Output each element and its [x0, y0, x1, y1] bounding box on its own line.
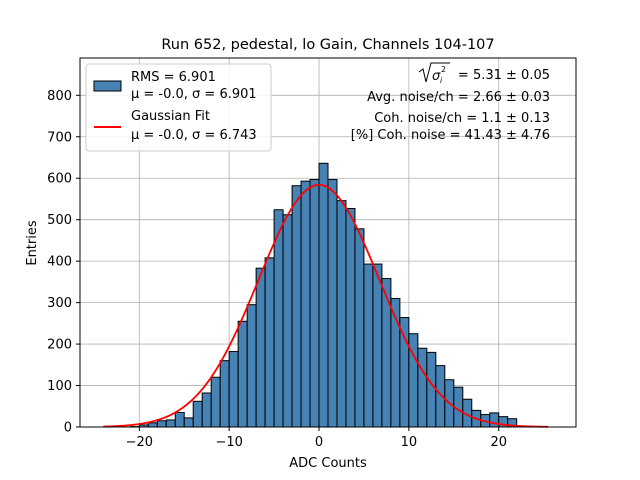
histogram-bar — [147, 422, 158, 428]
y-tick-label: 800 — [47, 89, 72, 104]
histogram-bar — [417, 347, 428, 428]
svg-text:σ: σ — [432, 69, 441, 84]
histogram-bar — [426, 351, 437, 428]
x-tick-label: 0 — [315, 435, 323, 450]
histogram-bar — [165, 419, 176, 428]
legend-box — [85, 63, 272, 152]
x-tick-label: −20 — [126, 435, 153, 450]
histogram-bar — [300, 180, 311, 428]
histogram-bar — [273, 209, 284, 428]
legend: RMS = 6.901 μ = -0.0, σ = 6.901 Gaussian… — [85, 63, 272, 152]
svg-text:2: 2 — [441, 65, 446, 74]
histogram-bar — [192, 400, 203, 428]
x-tick-label: −10 — [215, 435, 242, 450]
histogram-bar — [228, 351, 239, 428]
annotation-avg-noise: Avg. noise/ch = 2.66 ± 0.03 — [367, 90, 550, 105]
y-tick-label: 100 — [47, 379, 72, 394]
legend-fit-stats: μ = -0.0, σ = 6.743 — [131, 128, 257, 143]
histogram-bar — [291, 185, 302, 428]
histogram-bar — [210, 376, 221, 428]
legend-histogram-stats: μ = -0.0, σ = 6.901 — [131, 87, 257, 102]
histogram-bar — [318, 162, 329, 428]
histogram-bar — [327, 178, 338, 428]
histogram-bar — [282, 214, 293, 428]
histogram-bar — [399, 317, 410, 428]
histogram-bar — [381, 278, 392, 428]
histogram-bar — [345, 208, 356, 428]
sigma-i-symbol: σ i 2 — [418, 62, 450, 85]
histogram-bar — [435, 365, 446, 428]
y-tick-label: 0 — [64, 421, 72, 436]
annotation-sigma-i: = 5.31 ± 0.05 — [458, 68, 550, 83]
histogram-bar — [255, 267, 266, 428]
y-tick-label: 300 — [47, 296, 72, 311]
histogram-bar — [201, 392, 212, 428]
chart-title: Run 652, pedestal, lo Gain, Channels 104… — [161, 37, 494, 53]
x-tick-label: 10 — [401, 435, 418, 450]
y-tick-label: 600 — [47, 172, 72, 187]
y-tick-label: 500 — [47, 213, 72, 228]
legend-fit-label: Gaussian Fit — [131, 109, 210, 124]
histogram-bar — [156, 420, 167, 428]
histogram-bar — [174, 411, 185, 428]
gaussian-fit-layer — [103, 183, 549, 428]
histogram-bar — [246, 304, 257, 428]
x-tick-label: 20 — [490, 435, 507, 450]
histogram-bar — [183, 417, 194, 428]
legend-rms-label: RMS = 6.901 — [131, 70, 216, 85]
y-tick-label: 400 — [47, 255, 72, 270]
x-axis-label: ADC Counts — [289, 456, 367, 471]
histogram-bar — [489, 412, 500, 428]
histogram-bar — [354, 228, 365, 428]
histogram-bar — [372, 263, 383, 428]
stats-annotations: σ i 2 = 5.31 ± 0.05 Avg. noise/ch = 2.66… — [351, 62, 550, 143]
y-axis-label: Entries — [25, 220, 40, 266]
y-tick-label: 200 — [47, 338, 72, 353]
histogram-bar — [264, 257, 275, 428]
histogram-bar — [336, 200, 347, 428]
svg-text:i: i — [440, 76, 443, 85]
histogram-bar — [363, 263, 374, 428]
histogram-bar — [219, 360, 230, 428]
histogram-bar — [237, 320, 248, 428]
annotation-coh-noise-percent: [%] Coh. noise = 41.43 ± 4.76 — [351, 128, 550, 143]
annotation-coh-noise: Coh. noise/ch = 1.1 ± 0.13 — [374, 111, 550, 126]
y-tick-label: 700 — [47, 130, 72, 145]
gaussian-fit-curve — [103, 183, 549, 428]
legend-histogram-swatch — [93, 80, 122, 92]
histogram-bar — [309, 178, 320, 428]
plot-frame — [79, 57, 577, 428]
